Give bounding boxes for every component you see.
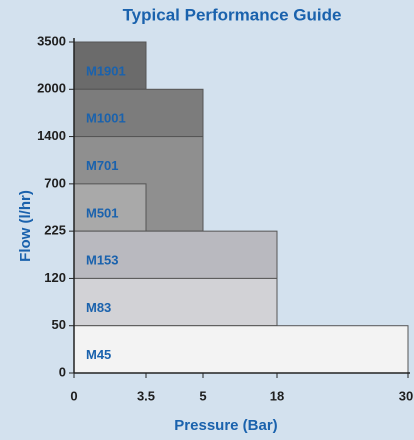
y-tick-label: 3500 (37, 33, 66, 48)
x-tick-label: 5 (199, 388, 206, 403)
y-tick-label: 1400 (37, 128, 66, 143)
range-bar (73, 230, 278, 279)
x-axis-label: Pressure (Bar) (174, 417, 277, 434)
bar-label: M1901 (86, 63, 126, 78)
x-tick-label: 0 (70, 388, 77, 403)
y-tick-label: 50 (52, 317, 66, 332)
range-bar (73, 88, 204, 138)
y-tick-label: 700 (44, 175, 66, 190)
bar-label: M153 (86, 253, 119, 268)
x-tick-label: 3.5 (137, 388, 155, 403)
range-bar (73, 183, 147, 232)
range-bar (73, 277, 278, 327)
bar-label: M701 (86, 158, 119, 173)
bar-label: M501 (86, 205, 119, 220)
x-tick-label: 18 (270, 388, 284, 403)
bar-label: M45 (86, 347, 111, 362)
bar-label: M83 (86, 300, 111, 315)
chart-title: Typical Performance Guide (123, 5, 342, 24)
bar-label: M1001 (86, 111, 126, 126)
x-tick-label: 30 (399, 388, 413, 403)
range-bar (73, 325, 409, 374)
y-tick-label: 2000 (37, 81, 66, 96)
y-tick-label: 0 (59, 364, 66, 379)
y-axis-label: Flow (l/hr) (17, 190, 34, 262)
y-tick-label: 225 (44, 223, 66, 238)
range-bar (73, 41, 147, 90)
y-tick-label: 120 (44, 270, 66, 285)
